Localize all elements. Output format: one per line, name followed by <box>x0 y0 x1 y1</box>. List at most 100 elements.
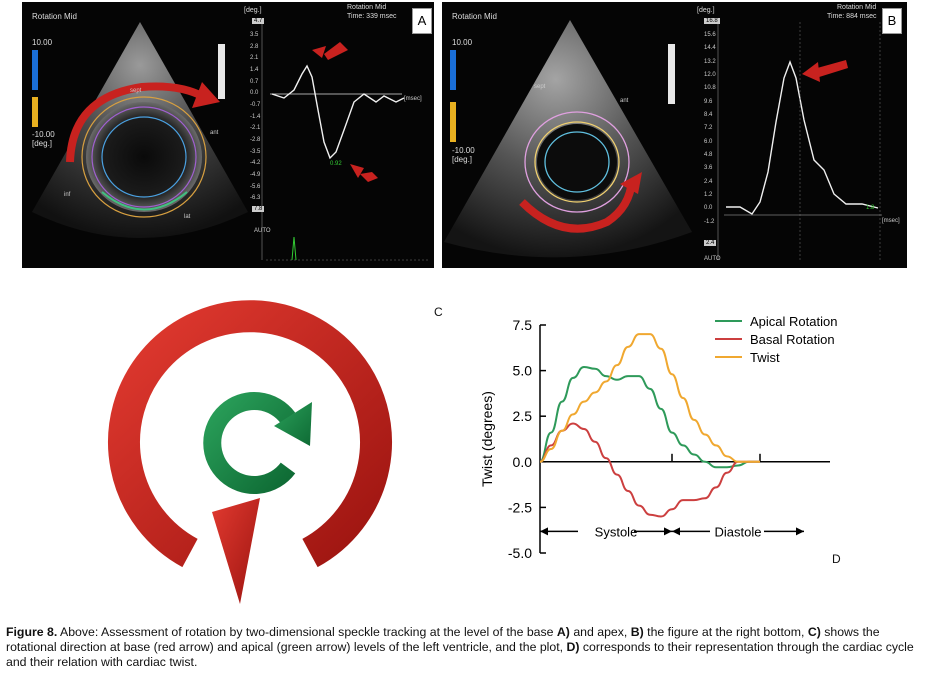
panel-a-tick: 3.5 <box>250 32 259 38</box>
panel-b-axis-max: 16.8 <box>704 18 720 24</box>
rotation-curve-b <box>726 60 879 215</box>
panel-a-tick: 0.7 <box>250 78 259 85</box>
apical-arrow-head <box>274 402 312 446</box>
panel-b-tick: 0.0 <box>704 205 713 212</box>
panel-a-scale-bottom: -10.00 <box>32 130 55 139</box>
phase-label-diastole: Diastole <box>715 524 762 539</box>
rotation-arrow-b <box>519 179 636 233</box>
panel-a-tick: -2.1 <box>250 125 261 132</box>
panel-b-scale-top: 10.00 <box>452 38 473 47</box>
panel-b-header: Rotation Mid <box>452 12 497 21</box>
legend-label-1: Basal Rotation <box>750 332 835 347</box>
echo-panel-b: Rotation Mid Rotation Mid Time: 884 msec… <box>442 2 907 268</box>
panel-b-tick: 15.6 <box>704 32 716 38</box>
panel-a-scale-top: 10.00 <box>32 38 53 47</box>
diastole-head-right <box>796 527 804 536</box>
caption-ref-c: C) <box>807 625 821 639</box>
y-tick-label: -2.5 <box>508 499 532 515</box>
panel-b-tick: 6.0 <box>704 138 713 145</box>
series-line-1 <box>539 422 760 518</box>
caption-text-5: corresponds to their representation thro… <box>6 640 914 669</box>
panel-b-tick: 13.2 <box>704 58 716 65</box>
panel-b-auto: AUTO <box>704 256 721 262</box>
seg-label-sept: sept <box>130 88 142 94</box>
panel-b-scale-unit: [deg.] <box>452 155 473 164</box>
series-line-0 <box>539 365 760 469</box>
phase-label-systole: Systole <box>595 524 638 539</box>
panel-b-msec: [msec] <box>882 218 900 224</box>
apical-rotation-arrow <box>203 392 296 494</box>
panel-a-tick: 2.1 <box>250 55 259 62</box>
caption-label: Figure 8. <box>6 625 58 639</box>
panel-a-axis-min: 7.8 <box>252 206 265 212</box>
panel-b-tick: 4.8 <box>704 152 713 158</box>
panel-b-tick: 9.6 <box>704 98 713 105</box>
rotation-diagram <box>108 300 392 604</box>
panel-a-tick: -5.6 <box>250 183 261 190</box>
panel-b-letter: B <box>882 8 902 34</box>
rotation-arrow-a <box>66 82 206 163</box>
panel-a-tick: 2.8 <box>250 43 259 50</box>
panel-b-axis-unit: [deg.] <box>697 7 715 14</box>
panel-a-auto: AUTO <box>254 228 271 234</box>
panel-b-title: Rotation Mid <box>837 4 877 11</box>
panel-b-tick: 3.6 <box>704 165 713 172</box>
echo-b-graphics <box>444 20 882 260</box>
rotation-curve-a <box>271 64 405 160</box>
basal-rotation-arrow <box>108 300 392 568</box>
basal-arrow-head <box>212 498 260 604</box>
panel-a-tick: 1.4 <box>250 67 259 73</box>
panel-b-tick: 2.4 <box>704 178 713 185</box>
diastole-head-left <box>672 527 680 536</box>
panel-b-tick: 1.2 <box>704 192 713 198</box>
panel-a-axis-max: 4.7 <box>252 18 265 24</box>
panel-a-scale-unit: [deg.] <box>32 139 53 148</box>
panel-a-title: Rotation Mid <box>347 4 387 11</box>
systole-head-left <box>540 527 548 536</box>
panel-b-value: 1.8 <box>866 205 875 211</box>
panel-a-tick: 0.0 <box>250 90 259 97</box>
panel-a-time: Time: 339 msec <box>347 13 397 20</box>
y-tick-label: 0.0 <box>513 454 533 470</box>
echo-panel-a: Rotation Mid Rotation Mid Time: 339 msec… <box>22 2 434 268</box>
legend-label-0: Apical Rotation <box>750 314 837 329</box>
panel-a-tick: -0.7 <box>250 102 261 108</box>
panel-d-letter: D <box>832 552 841 566</box>
figure-caption: Figure 8. Above: Assessment of rotation … <box>6 625 926 670</box>
caption-text-1: Above: Assessment of rotation by two-dim… <box>57 625 557 639</box>
series-line-2 <box>539 333 760 463</box>
twist-chart: 7.5 5.0 2.5 0.0 -2.5 -5.0 Twist (degrees) Apic… <box>479 314 837 561</box>
panel-a-axis-unit: [deg.] <box>244 7 262 14</box>
seg-label-sept-b: sept <box>534 84 546 90</box>
caption-text-4: shows the rotational direction at base (… <box>6 625 880 654</box>
panel-b-tick-list: 15.6 14.4 13.2 12.0 10.8 9.6 8.4 7.2 6.0 4.8 3.6 2.… <box>704 32 720 232</box>
panel-a-value: 0.92 <box>330 161 342 167</box>
panel-a-header: Rotation Mid <box>32 12 77 21</box>
seg-label-lat: lat <box>184 214 191 220</box>
systole-head-right <box>664 527 672 536</box>
panel-c-letter: C <box>434 305 443 319</box>
legend-label-2: Twist <box>750 350 780 365</box>
panel-b-tick: -1.2 <box>704 218 715 225</box>
panel-b-tick: 14.4 <box>704 45 716 52</box>
panel-a-msec: [msec] <box>404 96 422 102</box>
seg-label-ant: ant <box>210 130 219 136</box>
echo-a-graphics <box>32 22 430 261</box>
panel-b-tick: 8.4 <box>704 112 713 118</box>
y-tick-label: 2.5 <box>513 408 533 424</box>
y-tick-label: 7.5 <box>513 317 533 333</box>
panel-b-tick: 10.8 <box>704 85 716 92</box>
panel-b-time: Time: 884 msec <box>827 13 877 20</box>
seg-label-inf: inf <box>64 192 71 198</box>
panel-b-tick: 12.0 <box>704 72 716 78</box>
caption-text-3: the figure at the right bottom, <box>643 625 808 639</box>
panel-a-tick: -3.5 <box>250 148 261 155</box>
panel-a-tick: -4.2 <box>250 160 261 167</box>
caption-ref-b: B) <box>630 625 644 639</box>
panel-a-tick-list: 3.5 2.8 2.1 1.4 0.7 0.0 -0.7 -1.4 -2.1 -2.8 -3.5 -4… <box>250 32 264 207</box>
panel-a-letter: A <box>412 8 432 34</box>
panel-a-tick: -4.9 <box>250 172 261 178</box>
y-tick-label: -5.0 <box>508 545 532 561</box>
caption-text-2: and apex, <box>569 625 631 639</box>
seg-label-ant-b: ant <box>620 98 629 104</box>
